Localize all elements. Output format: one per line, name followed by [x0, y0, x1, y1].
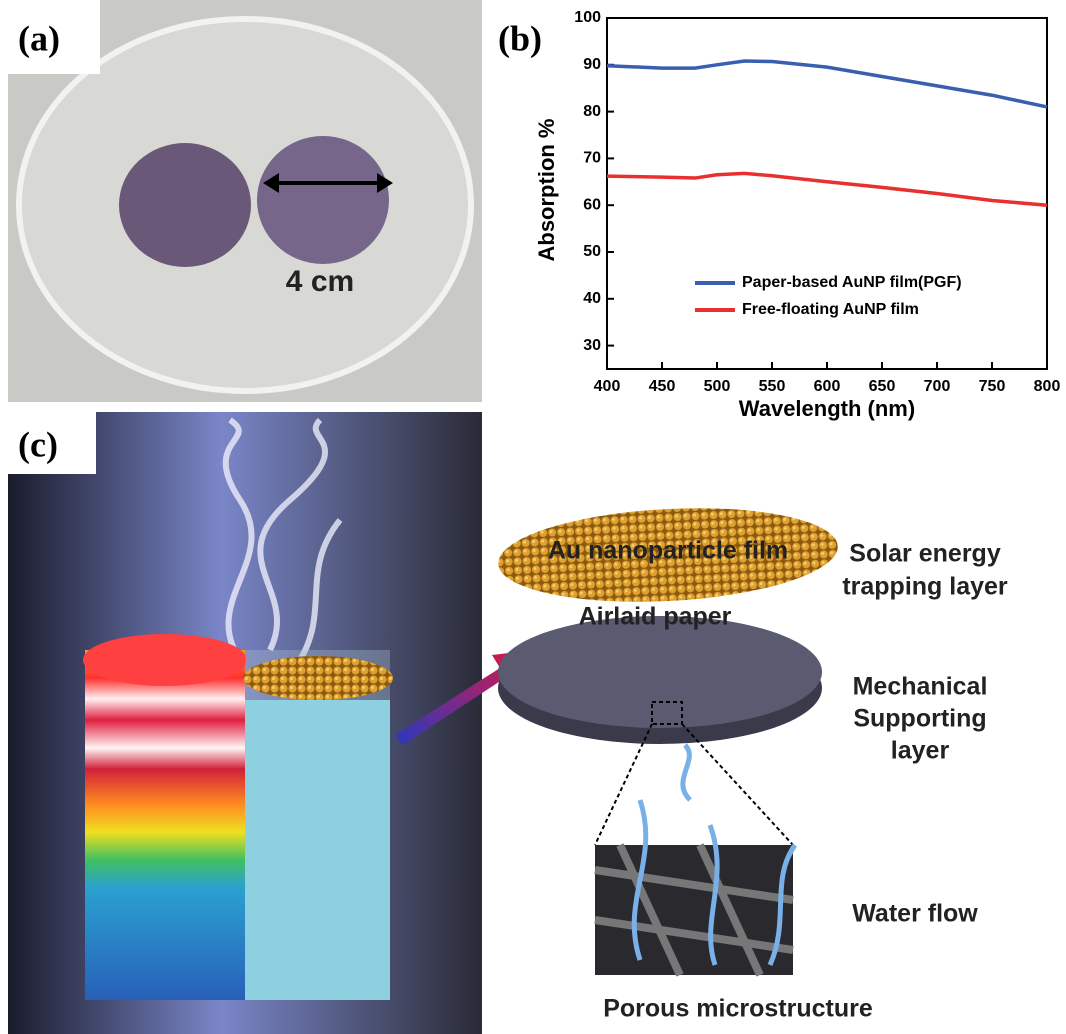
x-tick-label: 550 [759, 378, 786, 395]
panel-label: (c) [18, 424, 58, 464]
flow-label: Water flow [852, 900, 978, 928]
thermal-beaker [85, 650, 245, 1000]
film-label: Au nanoparticle film [548, 537, 788, 565]
y-axis-label: Absorption % [534, 119, 559, 262]
series-line [607, 173, 1047, 205]
x-tick-label: 750 [979, 378, 1006, 395]
paper-label: Airlaid paper [579, 603, 732, 631]
airlaid-paper [498, 616, 822, 728]
legend-label: Paper-based AuNP film(PGF) [742, 274, 962, 291]
series-line [607, 61, 1047, 107]
x-tick-label: 800 [1034, 378, 1061, 395]
x-tick-label: 700 [924, 378, 951, 395]
y-tick-label: 100 [574, 9, 601, 26]
panel-label: (a) [18, 18, 60, 58]
paper-role: layer [891, 737, 950, 765]
structure-label: Porous microstructure [603, 995, 873, 1023]
x-tick-label: 600 [814, 378, 841, 395]
paper-role: Mechanical [853, 673, 988, 701]
sample-film [257, 136, 389, 264]
x-tick-label: 400 [594, 378, 621, 395]
film-on-water [243, 656, 393, 700]
panel-label: (b) [498, 18, 542, 58]
y-tick-label: 80 [583, 103, 601, 120]
x-tick-label: 500 [704, 378, 731, 395]
thermal-rim [83, 634, 247, 686]
legend-label: Free-floating AuNP film [742, 301, 919, 318]
x-tick-label: 650 [869, 378, 896, 395]
paper-role: Supporting [853, 705, 986, 733]
film-role: trapping layer [842, 573, 1008, 601]
scale-label: 4 cm [286, 265, 354, 298]
y-tick-label: 50 [583, 243, 601, 260]
x-axis-label: Wavelength (nm) [739, 396, 915, 421]
y-tick-label: 40 [583, 290, 601, 307]
y-tick-label: 60 [583, 196, 601, 213]
water [245, 700, 390, 1000]
y-tick-label: 30 [583, 337, 601, 354]
film-role: Solar energy [849, 540, 1001, 568]
chart: Wavelength (nm) Absorption % 30 40 50 60 70 8… [534, 9, 1061, 421]
figure: 4 cm (a) (b) (c) Au nanoparticle film So… [0, 0, 1066, 1034]
sample-film [119, 143, 251, 267]
x-tick-label: 450 [649, 378, 676, 395]
y-tick-label: 70 [583, 150, 601, 167]
y-tick-label: 90 [583, 56, 601, 73]
